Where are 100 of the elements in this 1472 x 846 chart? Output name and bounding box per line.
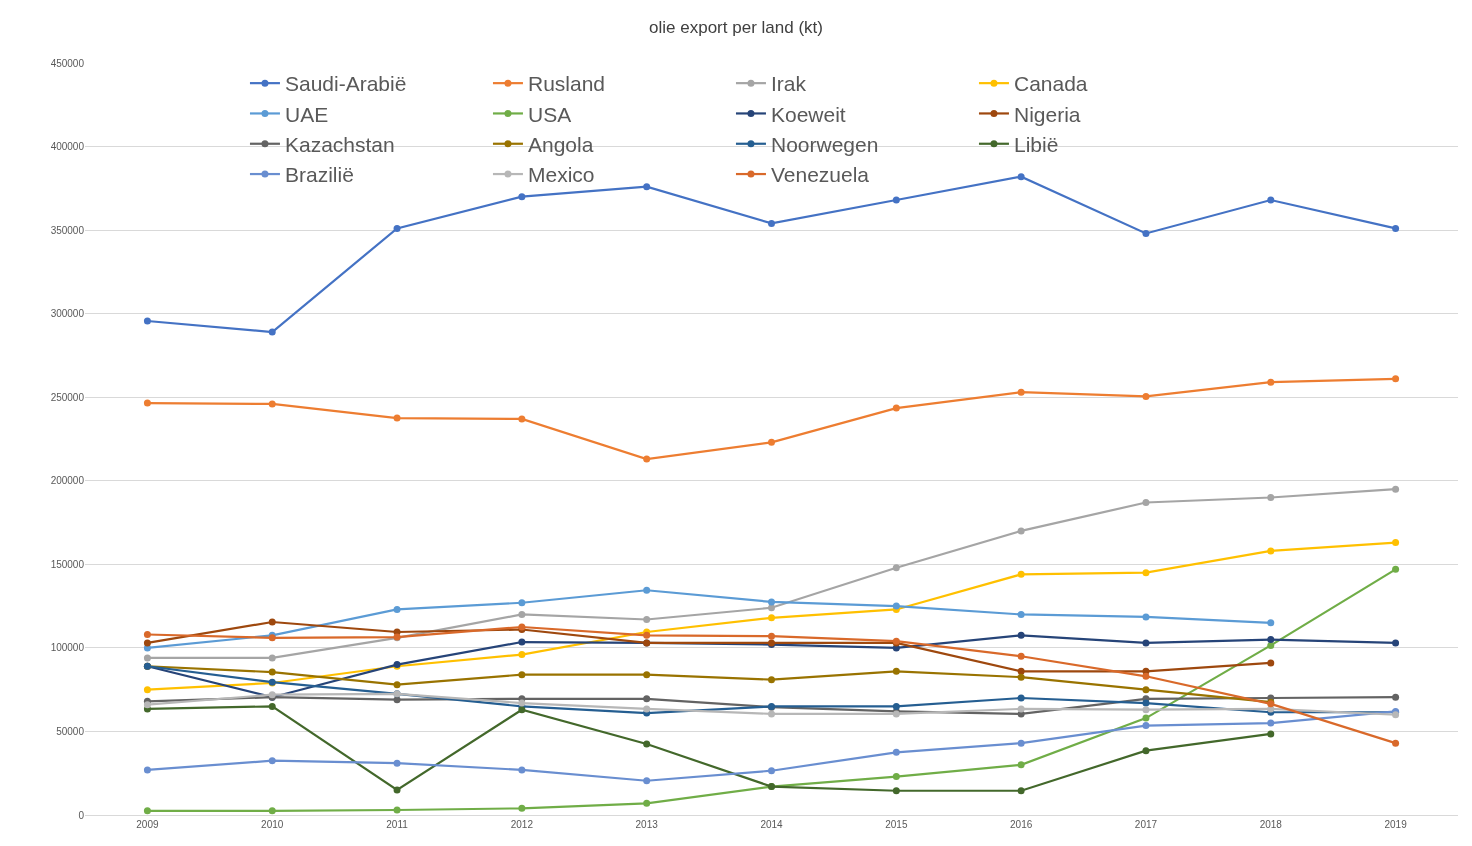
point	[1142, 499, 1150, 506]
point	[1267, 196, 1275, 204]
point	[1392, 639, 1400, 647]
x-tick-label: 2014	[760, 819, 784, 830]
point	[1392, 693, 1400, 701]
point	[518, 610, 526, 618]
point	[768, 438, 775, 446]
point	[268, 654, 276, 662]
x-tick-label: 2010	[261, 819, 284, 830]
point	[143, 317, 151, 325]
chart-title: olie export per land (kt)	[649, 18, 823, 38]
point	[643, 615, 651, 623]
point	[393, 806, 401, 814]
legend-label: USA	[527, 102, 572, 126]
point	[1267, 659, 1275, 667]
point	[393, 681, 401, 689]
point	[1017, 761, 1025, 769]
point	[268, 328, 276, 336]
y-tick-label: 350000	[50, 224, 85, 236]
point	[1392, 539, 1400, 547]
point	[1142, 639, 1150, 647]
point	[643, 183, 651, 191]
x-tick-label: 2011	[386, 819, 409, 830]
point	[1392, 375, 1400, 383]
point	[1142, 392, 1150, 400]
point	[518, 671, 526, 679]
legend-label: Angola	[527, 132, 594, 156]
point	[1267, 493, 1275, 501]
point	[1267, 378, 1275, 386]
x-tick-label: 2017	[1134, 819, 1158, 830]
point	[643, 695, 651, 703]
point	[643, 671, 651, 679]
point	[1017, 694, 1025, 702]
point	[892, 748, 900, 756]
point	[1017, 610, 1025, 618]
point	[143, 399, 151, 407]
x-tick-label: 2012	[510, 819, 534, 830]
point	[143, 654, 151, 662]
point	[268, 618, 276, 626]
legend-label: Noorwegen	[770, 132, 879, 156]
point	[1267, 730, 1275, 738]
point	[1267, 641, 1275, 649]
x-tick-label: 2013	[635, 819, 659, 830]
point	[143, 686, 151, 694]
x-tick-label: 2018	[1259, 819, 1283, 830]
legend-label: UAE	[284, 102, 329, 126]
point	[1017, 705, 1025, 713]
point	[892, 787, 900, 795]
x-tick-label: 2009	[136, 819, 159, 830]
point	[1017, 673, 1025, 681]
point	[1142, 722, 1150, 730]
point	[393, 696, 401, 704]
point	[518, 599, 526, 607]
point	[143, 766, 151, 774]
legend-label: Nigeria	[1013, 102, 1081, 126]
point	[393, 759, 401, 767]
point	[768, 598, 775, 606]
point	[1017, 787, 1025, 795]
y-tick-label: 450000	[50, 57, 85, 69]
point	[393, 605, 401, 613]
point	[643, 799, 651, 807]
x-tick-label: 2015	[885, 819, 908, 830]
y-tick-label: 250000	[50, 391, 85, 403]
legend-label: Venezuela	[770, 163, 870, 187]
point	[643, 455, 651, 463]
point	[518, 415, 526, 423]
point	[518, 193, 526, 201]
point	[1142, 229, 1150, 237]
legend-label: Kazachstan	[284, 132, 395, 156]
point	[143, 701, 151, 709]
legend-label: Koeweit	[770, 102, 846, 126]
point	[768, 767, 775, 775]
point	[768, 614, 775, 622]
point	[892, 564, 900, 572]
y-tick-label: 300000	[50, 308, 85, 320]
y-tick-label: 100000	[50, 642, 85, 654]
point	[892, 773, 900, 781]
legend-label: Brazilië	[284, 163, 354, 187]
point	[643, 705, 651, 713]
point	[143, 807, 151, 815]
point	[393, 224, 401, 232]
legend-label: Mexico	[527, 163, 595, 187]
point	[892, 404, 900, 412]
point	[1142, 747, 1150, 755]
point	[268, 757, 276, 765]
point	[1017, 570, 1025, 578]
y-tick-label: 200000	[50, 475, 85, 487]
point	[143, 631, 151, 639]
point	[1017, 388, 1025, 396]
point	[1017, 652, 1025, 660]
y-tick-label: 400000	[50, 141, 85, 153]
point	[643, 740, 651, 748]
point	[1017, 173, 1025, 181]
point	[518, 638, 526, 646]
point	[268, 668, 276, 676]
point	[643, 777, 651, 785]
legend-label: Saudi-Arabië	[284, 72, 407, 96]
point	[1392, 485, 1400, 493]
point	[1017, 527, 1025, 535]
point	[393, 786, 401, 794]
